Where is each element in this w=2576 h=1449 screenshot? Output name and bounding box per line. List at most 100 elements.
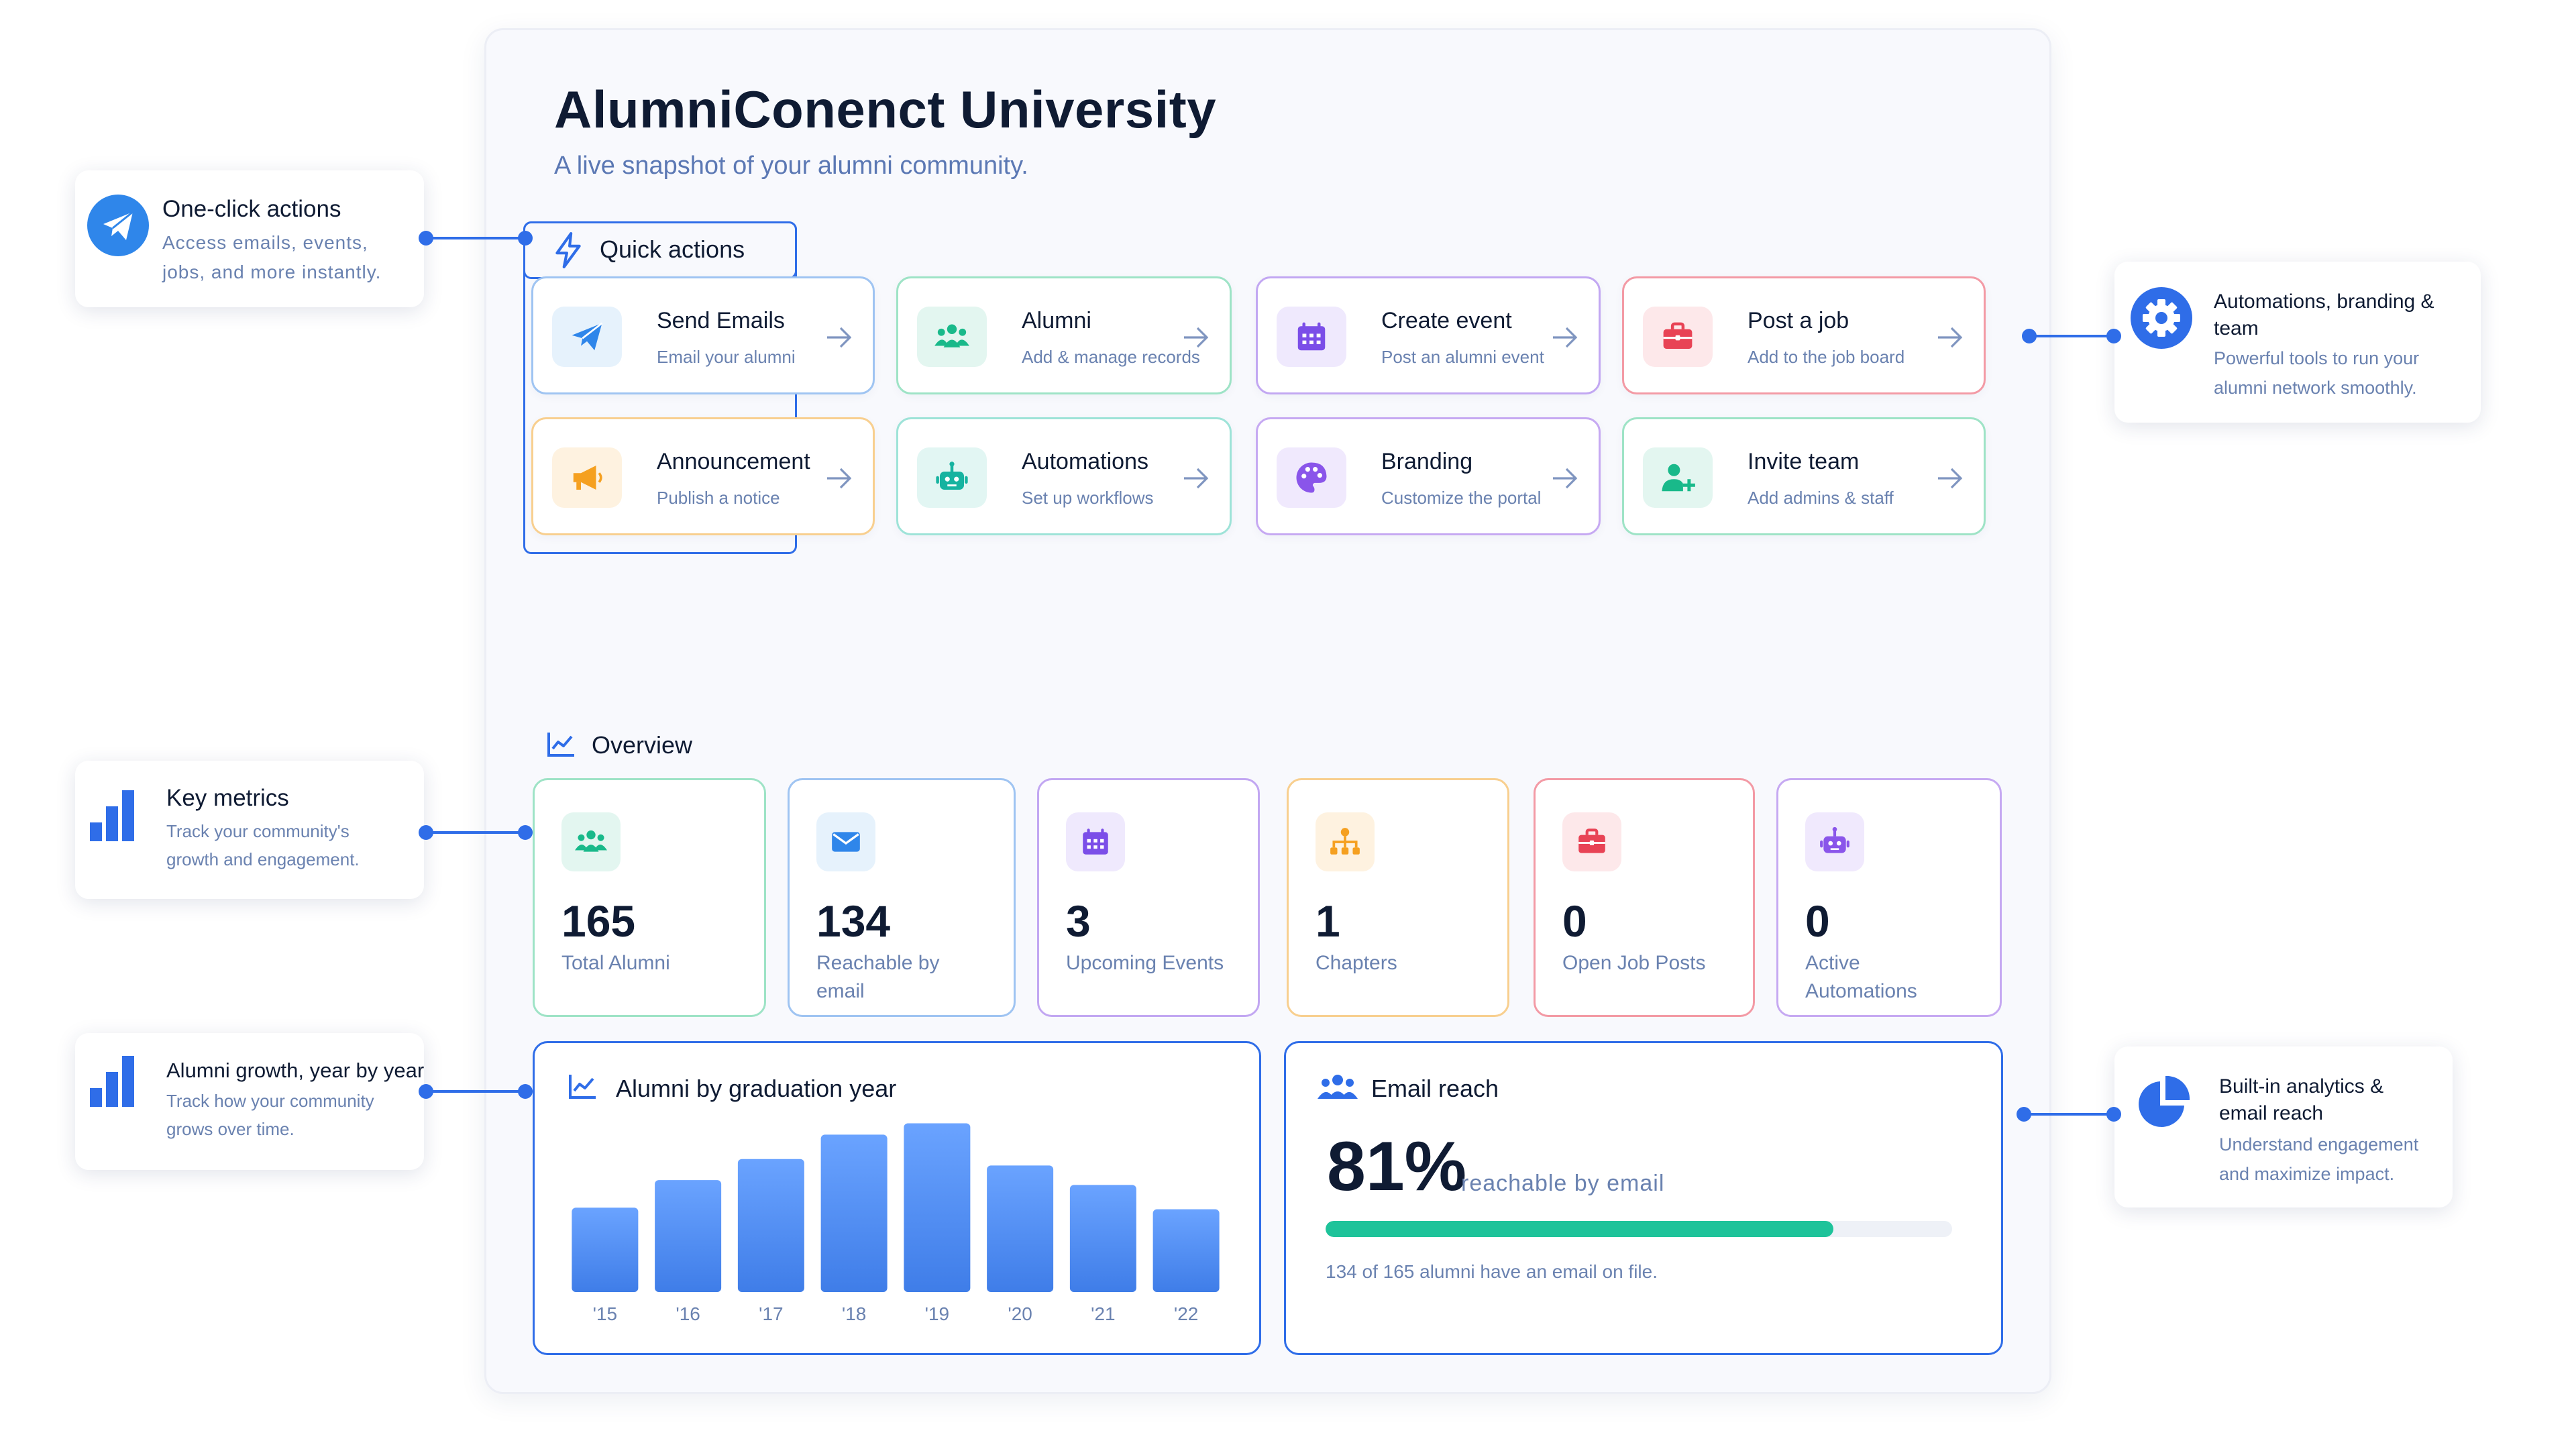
arrow-right-icon	[826, 466, 853, 490]
x-tick-label: '20	[1008, 1303, 1032, 1324]
quick-action-desc: Publish a notice	[657, 488, 780, 508]
callout-automations: Automations, branding & team Powerful to…	[2114, 262, 2481, 423]
megaphone-icon	[552, 447, 622, 508]
x-tick-label: '21	[1091, 1303, 1116, 1324]
email-reach-title: Email reach	[1371, 1075, 1499, 1102]
callout-title: Key metrics	[166, 785, 289, 811]
quick-action-announcement[interactable]: Announcement Publish a notice	[531, 417, 875, 535]
calendar-icon	[1066, 812, 1125, 871]
quick-action-invite-team[interactable]: Invite team Add admins & staff	[1622, 417, 1986, 535]
x-tick-label: '17	[759, 1303, 784, 1324]
metric-value: 1	[1316, 896, 1340, 946]
quick-action-branding[interactable]: Branding Customize the portal	[1256, 417, 1601, 535]
x-tick-label: '15	[593, 1303, 618, 1324]
arrow-right-icon	[826, 325, 853, 350]
metric-label: Open Job Posts	[1562, 952, 1706, 974]
metric-label: Active Automations	[1805, 952, 1917, 1002]
callout-desc: Track your community's growth and engage…	[166, 821, 360, 869]
gear-icon	[2131, 287, 2192, 349]
arrow-right-icon	[1183, 325, 1210, 350]
callout-alumni-growth: Alumni growth, year by year Track how yo…	[75, 1033, 424, 1170]
quick-action-alumni[interactable]: Alumni Add & manage records	[896, 276, 1232, 394]
metric-label: Upcoming Events	[1066, 952, 1224, 974]
line-chart-icon	[546, 731, 576, 758]
metric-label: Total Alumni	[561, 952, 670, 974]
metric-card-open-job-posts: 0 Open Job Posts	[1534, 778, 1755, 1017]
quick-action-desc: Email your alumni	[657, 347, 796, 367]
bar-21	[1069, 1185, 1136, 1292]
quick-action-automations[interactable]: Automations Set up workflows	[896, 417, 1232, 535]
users-icon	[561, 812, 621, 871]
metric-card-upcoming-events: 3 Upcoming Events	[1037, 778, 1260, 1017]
metric-value: 3	[1066, 896, 1091, 946]
connector-dot	[419, 825, 433, 840]
quick-action-label: Alumni	[1022, 308, 1091, 333]
connector-dot	[518, 825, 533, 840]
metric-label: Reachable by email	[816, 952, 940, 1002]
email-reach-caption: reachable by email	[1461, 1171, 1665, 1196]
alumni-bar-chart: '15 '16 '17 '18 '19 '20 '21 '22	[572, 1123, 1220, 1324]
arrow-right-icon	[1937, 325, 1964, 350]
connector-dot	[2106, 1107, 2121, 1122]
briefcase-icon	[1643, 307, 1713, 367]
bar-22	[1152, 1209, 1220, 1292]
line-chart-icon	[568, 1073, 597, 1100]
quick-action-desc: Add to the job board	[1748, 347, 1905, 367]
arrow-right-icon	[1552, 325, 1578, 350]
sitemap-icon	[1316, 812, 1375, 871]
metric-value: 165	[561, 896, 636, 946]
email-reach-note: 134 of 165 alumni have an email on file.	[1326, 1261, 1658, 1282]
callout-title: Automations, branding & team	[2214, 290, 2434, 339]
quick-action-desc: Customize the portal	[1381, 488, 1542, 508]
callout-desc: Understand engagement and maximize impac…	[2219, 1134, 2419, 1184]
metric-card-reachable-by-email: 134 Reachable by email	[788, 778, 1016, 1017]
metric-value: 0	[1805, 896, 1830, 946]
quick-action-desc: Post an alumni event	[1381, 347, 1544, 367]
callout-title: Built-in analytics & email reach	[2219, 1075, 2384, 1124]
callout-analytics: Built-in analytics & email reach Underst…	[2114, 1046, 2453, 1208]
alumni-growth-chart-card	[533, 1041, 1261, 1355]
lightning-icon	[551, 232, 585, 268]
email-reach-card	[1284, 1041, 2003, 1355]
connector-line	[429, 1090, 523, 1093]
quick-action-label: Announcement	[657, 449, 810, 474]
x-tick-label: '19	[925, 1303, 950, 1324]
bar-chart-icon	[87, 1053, 138, 1107]
callout-title: Alumni growth, year by year	[166, 1059, 425, 1082]
growth-chart-title: Alumni by graduation year	[616, 1075, 897, 1102]
email-reach-percent: 81%	[1327, 1128, 1467, 1205]
quick-action-post-a-job[interactable]: Post a job Add to the job board	[1622, 276, 1986, 394]
connector-line	[429, 831, 523, 834]
callout-one-click-actions: One-click actions Access emails, events,…	[75, 170, 424, 307]
page-title: AlumniConenct University	[554, 80, 1217, 139]
quick-action-label: Invite team	[1748, 449, 1860, 474]
quick-action-label: Post a job	[1748, 308, 1849, 333]
quick-action-label: Send Emails	[657, 308, 785, 333]
callout-desc: Track how your community grows over time…	[166, 1091, 374, 1139]
connector-dot	[2022, 329, 2037, 343]
calendar-icon	[1277, 307, 1346, 367]
bar-20	[987, 1165, 1054, 1292]
bar-17	[737, 1159, 804, 1292]
quick-action-create-event[interactable]: Create event Post an alumni event	[1256, 276, 1601, 394]
metric-card-chapters: 1 Chapters	[1287, 778, 1509, 1017]
quick-actions-title: Quick actions	[600, 235, 745, 263]
callout-desc: Access emails, events, jobs, and more in…	[162, 232, 382, 282]
connector-dot	[419, 1084, 433, 1099]
mail-icon	[816, 812, 875, 871]
arrow-right-icon	[1937, 466, 1964, 490]
palette-icon	[1277, 447, 1346, 508]
connector-line	[2033, 335, 2112, 337]
bar-chart-icon	[87, 788, 138, 841]
users-icon	[1318, 1072, 1358, 1102]
metric-card-active-automations: 0 Active Automations	[1776, 778, 2002, 1017]
connector-line	[2027, 1113, 2112, 1116]
arrow-right-icon	[1552, 466, 1578, 490]
metric-value: 0	[1562, 896, 1587, 946]
connector-dot	[419, 231, 433, 246]
quick-action-desc: Add admins & staff	[1748, 488, 1894, 508]
email-reach-progress-fill	[1326, 1221, 1833, 1237]
connector-dot	[2106, 329, 2121, 343]
quick-action-send-emails[interactable]: Send Emails Email your alumni	[531, 276, 875, 394]
robot-icon	[917, 447, 987, 508]
